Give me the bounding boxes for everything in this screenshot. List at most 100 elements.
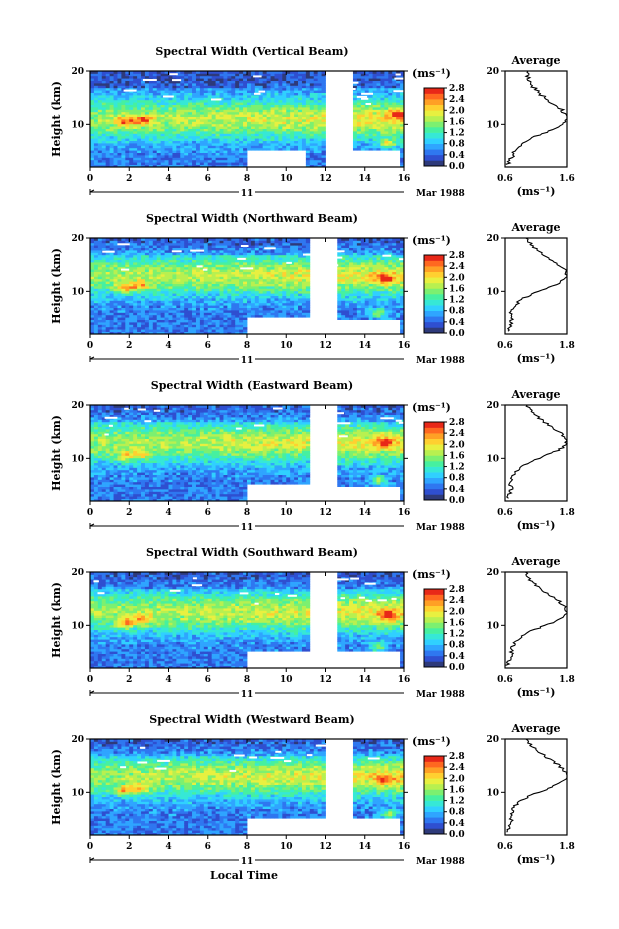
heatmap-cell <box>211 278 217 282</box>
heatmap-cell <box>278 111 283 115</box>
heatmap-cell <box>105 324 111 328</box>
heatmap-cell <box>254 281 260 284</box>
heatmap-cell <box>203 75 209 79</box>
heatmap-cell <box>207 152 213 156</box>
heatmap-cell <box>239 78 244 81</box>
heatmap-cell <box>93 276 99 280</box>
heatmap-cell <box>282 116 287 120</box>
heatmap-cell <box>231 240 236 244</box>
heatmap-cell <box>148 71 154 74</box>
heatmap-cell <box>301 278 307 282</box>
heatmap-cell <box>274 114 279 117</box>
heatmap-cell <box>223 281 228 284</box>
heatmap-cell <box>270 87 275 91</box>
heatmap-cell <box>160 264 165 268</box>
heatmap-cell <box>168 135 173 139</box>
heatmap-cell <box>282 290 287 294</box>
heatmap-cell <box>223 319 228 323</box>
heatmap-cell <box>137 245 142 248</box>
heatmap-cell <box>160 300 165 304</box>
heatmap-cell <box>203 78 209 81</box>
heatmap-cell <box>133 133 138 137</box>
heatmap-cell <box>274 116 279 120</box>
heatmap-cell <box>117 135 122 139</box>
heatmap-cell <box>243 90 248 93</box>
heatmap-cell <box>282 92 287 96</box>
heatmap-cell <box>184 238 189 241</box>
heatmap-cell <box>239 264 244 268</box>
heatmap-cell <box>356 111 362 115</box>
heatmap-cell <box>97 164 103 168</box>
heatmap-cell <box>364 111 370 115</box>
heatmap-cell <box>360 133 366 137</box>
heatmap-cell <box>144 92 150 96</box>
heatmap-cell <box>231 269 236 272</box>
heatmap-cell <box>392 128 397 132</box>
heatmap-cell <box>301 254 307 258</box>
heatmap-cell <box>109 314 114 318</box>
heatmap-cell <box>290 276 295 280</box>
heatmap-cell <box>400 123 405 127</box>
heatmap-cell <box>286 295 291 299</box>
heatmap-cell <box>215 128 220 132</box>
heatmap-cell <box>180 75 185 79</box>
heatmap-cell <box>321 164 326 168</box>
heatmap-cell <box>227 319 232 323</box>
heatmap-cell <box>156 121 162 125</box>
heatmap-cell <box>97 290 103 294</box>
heatmap-cell <box>215 164 220 168</box>
heatmap-cell <box>113 245 118 248</box>
heatmap-cell <box>168 283 173 287</box>
heatmap-cell <box>235 138 240 141</box>
heatmap-cell <box>270 102 275 105</box>
heatmap-cell <box>93 305 99 308</box>
heatmap-cell <box>133 254 138 258</box>
heatmap-cell <box>356 92 362 96</box>
heatmap-cell <box>266 259 271 263</box>
heatmap-cell <box>298 128 303 132</box>
heatmap-cell <box>219 140 224 144</box>
heatmap-cell <box>235 305 240 308</box>
heatmap-cell <box>156 135 162 139</box>
heatmap-cell <box>90 107 95 110</box>
heatmap-cell <box>129 269 134 272</box>
heatmap-cell <box>121 257 126 260</box>
heatmap-cell <box>156 109 162 113</box>
heatmap-cell <box>239 155 244 158</box>
heatmap-cell <box>309 102 315 105</box>
heatmap-cell <box>176 324 181 328</box>
heatmap-cell <box>105 138 111 141</box>
heatmap-cell <box>184 324 189 328</box>
heatmap-cell <box>207 140 213 144</box>
heatmap-cell <box>274 293 279 296</box>
heatmap-cell <box>184 262 189 265</box>
average-x-tick-label: 1.6 <box>559 174 575 184</box>
heatmap-cell <box>352 140 358 144</box>
heatmap-cell <box>207 286 213 289</box>
heatmap-cell <box>294 245 299 248</box>
heatmap-cell <box>101 276 107 280</box>
heatmap-cell <box>254 254 260 258</box>
heatmap-cell <box>400 152 405 156</box>
heatmap-cell <box>254 314 260 318</box>
heatmap-cell <box>180 250 185 253</box>
heatmap-cell <box>93 269 99 272</box>
heatmap-cell <box>270 119 275 122</box>
heatmap-cell <box>294 119 299 122</box>
heatmap-cell <box>294 271 299 275</box>
heatmap-cell <box>262 85 268 89</box>
heatmap-cell <box>168 264 173 268</box>
heatmap-cell <box>137 276 142 280</box>
heatmap-cell <box>223 317 228 320</box>
heatmap-cell <box>121 99 126 103</box>
heatmap-cell <box>133 80 138 84</box>
heatmap-cell <box>109 276 114 280</box>
heatmap-cell <box>215 271 220 275</box>
heatmap-cell <box>184 302 189 306</box>
heatmap-cell <box>101 302 107 306</box>
heatmap-cell <box>101 278 107 282</box>
heatmap-cell <box>90 288 95 292</box>
heatmap-cell <box>109 164 114 168</box>
heatmap-cell <box>227 286 232 289</box>
heatmap-cell <box>152 331 158 335</box>
